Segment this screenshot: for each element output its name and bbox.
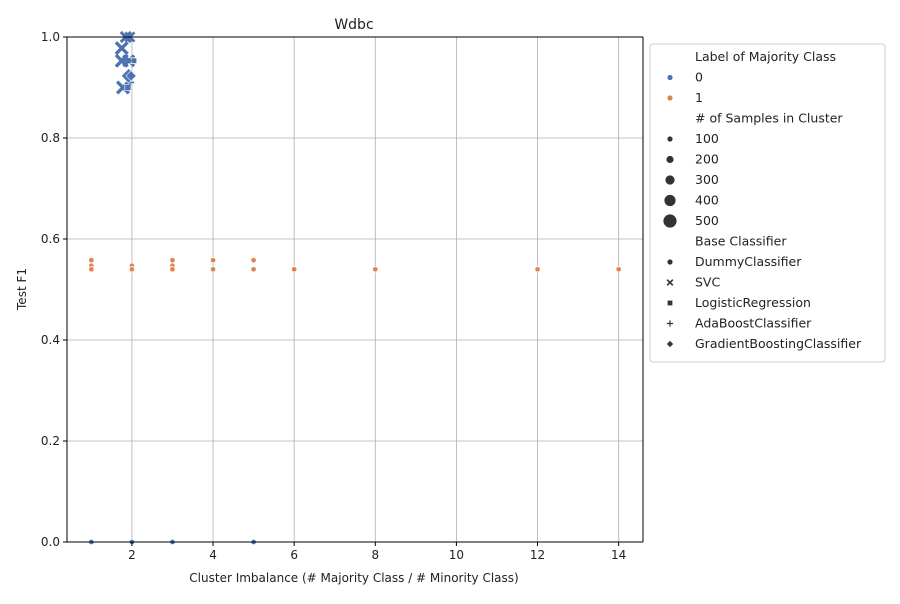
data-point xyxy=(535,267,540,272)
legend-style-label: DummyClassifier xyxy=(695,254,802,269)
x-tick-label: 4 xyxy=(209,548,217,562)
legend-box xyxy=(650,44,885,362)
data-point xyxy=(616,267,621,272)
legend-size-label: 100 xyxy=(695,131,719,146)
legend-size-marker xyxy=(666,156,674,164)
legend-size-marker xyxy=(665,175,675,185)
x-axis-label: Cluster Imbalance (# Majority Class / # … xyxy=(189,571,518,585)
data-point xyxy=(291,267,296,272)
plot-area xyxy=(67,37,643,542)
chart-title: Wdbc xyxy=(334,17,373,33)
y-tick-label: 1.0 xyxy=(41,30,60,44)
data-point xyxy=(131,58,137,64)
legend-hue-label: 1 xyxy=(695,90,703,105)
y-tick-label: 0.0 xyxy=(41,535,60,549)
legend-style-label: SVC xyxy=(695,275,720,290)
legend-size-marker xyxy=(663,214,677,228)
plot-background xyxy=(67,37,643,542)
legend-size-label: 300 xyxy=(695,172,719,187)
data-point xyxy=(170,257,175,262)
data-point xyxy=(129,267,134,272)
x-tick-label: 12 xyxy=(530,548,545,562)
data-point xyxy=(373,267,378,272)
y-axis-label: Test F1 xyxy=(15,268,29,311)
y-tick-label: 0.8 xyxy=(41,131,60,145)
legend-style-marker xyxy=(667,259,673,265)
x-tick-label: 8 xyxy=(371,548,379,562)
legend-size-title: # of Samples in Cluster xyxy=(695,111,843,126)
x-tick-label: 10 xyxy=(449,548,464,562)
legend-size-marker xyxy=(667,136,673,142)
y-tick-label: 0.4 xyxy=(41,333,60,347)
x-tick-label: 6 xyxy=(290,548,298,562)
legend-hue-title: Label of Majority Class xyxy=(695,49,836,64)
legend-hue-label: 0 xyxy=(695,70,703,85)
legend-hue-marker xyxy=(667,75,673,81)
legend-style-title: Base Classifier xyxy=(695,234,787,249)
legend-style-label: GradientBoostingClassifier xyxy=(695,336,862,351)
legend: Label of Majority Class 0 1 # of Samples in… xyxy=(650,44,885,362)
data-point xyxy=(210,257,215,262)
data-point xyxy=(89,257,94,262)
y-tick-label: 0.2 xyxy=(41,434,60,448)
x-tick-label: 2 xyxy=(128,548,136,562)
legend-size-marker xyxy=(664,195,676,207)
data-point xyxy=(251,267,256,272)
legend-size-label: 400 xyxy=(695,193,719,208)
data-point xyxy=(170,267,175,272)
legend-size-label: 200 xyxy=(695,152,719,167)
legend-size-label: 500 xyxy=(695,213,719,228)
data-point xyxy=(89,267,94,272)
legend-style-label: LogisticRegression xyxy=(695,295,811,310)
legend-style-label: AdaBoostClassifier xyxy=(695,316,812,331)
legend-hue-marker xyxy=(667,95,673,101)
data-point xyxy=(251,257,256,262)
data-point xyxy=(210,267,215,272)
y-tick-label: 0.6 xyxy=(41,232,60,246)
legend-style-marker xyxy=(667,300,672,305)
x-tick-label: 14 xyxy=(611,548,626,562)
